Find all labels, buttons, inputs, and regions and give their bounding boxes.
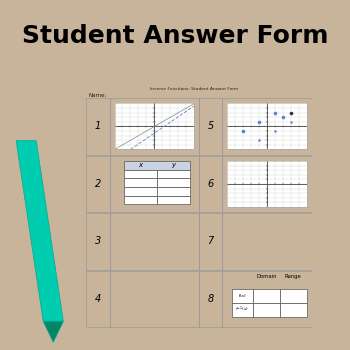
Bar <box>86 271 110 327</box>
Text: Student Answer Form: Student Answer Form <box>22 25 328 48</box>
Text: 3: 3 <box>95 237 101 246</box>
Bar <box>157 196 190 204</box>
Bar <box>157 170 190 178</box>
Point <box>256 119 262 125</box>
Bar <box>157 178 190 187</box>
Point <box>272 110 278 116</box>
Bar <box>124 161 190 170</box>
Bar <box>280 289 307 303</box>
Bar <box>124 187 157 196</box>
Point <box>288 119 294 125</box>
Text: Inverse Functions: Student Answer Form: Inverse Functions: Student Answer Form <box>150 87 238 91</box>
Bar <box>124 196 157 204</box>
Text: 7: 7 <box>208 237 214 246</box>
Polygon shape <box>16 141 63 321</box>
Bar <box>110 271 199 327</box>
Bar <box>157 187 190 196</box>
Bar <box>232 289 253 303</box>
Point <box>240 128 246 134</box>
Bar <box>110 156 199 212</box>
Bar <box>110 98 199 155</box>
Bar <box>222 156 312 212</box>
Bar <box>110 214 199 270</box>
Bar <box>280 303 307 317</box>
Bar <box>232 303 253 317</box>
Text: 1: 1 <box>95 121 101 132</box>
Text: $f^{-1}(x)$: $f^{-1}(x)$ <box>235 305 249 314</box>
Bar <box>222 98 312 155</box>
Point <box>280 114 286 120</box>
Bar <box>124 170 157 178</box>
Bar <box>199 271 222 327</box>
Bar <box>86 98 110 155</box>
Bar <box>199 98 222 155</box>
Point <box>256 138 262 143</box>
Text: x: x <box>138 162 142 168</box>
Bar <box>124 178 157 187</box>
Bar <box>199 156 222 212</box>
Text: 8: 8 <box>208 294 214 304</box>
Polygon shape <box>43 321 63 342</box>
Bar <box>253 289 280 303</box>
Point <box>288 110 294 116</box>
Text: 6: 6 <box>208 179 214 189</box>
Bar <box>199 214 222 270</box>
Bar <box>86 214 110 270</box>
Text: 5: 5 <box>208 121 214 132</box>
Bar <box>253 303 280 317</box>
Bar <box>222 214 312 270</box>
Text: Domain: Domain <box>256 273 276 279</box>
Text: 4: 4 <box>95 294 101 304</box>
Text: f(x): f(x) <box>238 294 246 298</box>
Bar <box>86 156 110 212</box>
Point <box>280 114 286 120</box>
Text: Name:: Name: <box>89 93 107 98</box>
Text: y: y <box>171 162 175 168</box>
Point <box>272 128 278 134</box>
Text: Range: Range <box>285 273 302 279</box>
Text: 2: 2 <box>95 179 101 189</box>
Bar <box>222 271 312 327</box>
